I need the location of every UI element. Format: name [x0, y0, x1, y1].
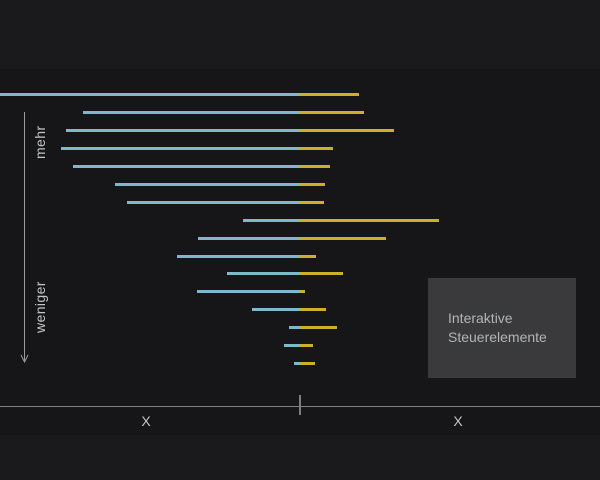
bar-left-segment — [177, 255, 300, 258]
interactive-controls-label-line2: Steuerelemente — [448, 329, 547, 345]
bar-left-segment — [227, 272, 300, 275]
bar-left-segment — [66, 129, 300, 132]
bar-right-segment — [300, 308, 326, 311]
bar-left-segment — [73, 165, 300, 168]
bar-left-segment — [197, 290, 300, 293]
bar-left-segment — [243, 219, 300, 222]
bar-row — [0, 111, 600, 114]
bar-row — [0, 308, 600, 311]
bar-left-segment — [61, 147, 300, 150]
bar-right-segment — [300, 93, 359, 96]
bar-row — [0, 93, 600, 96]
bar-right-segment — [300, 111, 364, 114]
bar-left-segment — [127, 201, 300, 204]
bar-left-segment — [83, 111, 300, 114]
x-axis-center-tick — [299, 395, 301, 415]
bar-right-segment — [300, 344, 313, 347]
bar-row — [0, 165, 600, 168]
bar-left-segment — [294, 362, 300, 365]
bar-right-segment — [300, 362, 315, 365]
y-axis-label-more: mehr — [32, 125, 48, 159]
bar-left-segment — [289, 326, 300, 329]
bar-row — [0, 255, 600, 258]
bar-left-segment — [252, 308, 300, 311]
bar-row — [0, 147, 600, 150]
bar-row — [0, 290, 600, 293]
bar-left-segment — [284, 344, 300, 347]
bar-right-segment — [300, 219, 439, 222]
bar-right-segment — [300, 165, 330, 168]
interactive-controls-label-line1: Interaktive — [448, 310, 513, 326]
bar-row — [0, 344, 600, 347]
bar-left-segment — [198, 237, 300, 240]
bar-row — [0, 272, 600, 275]
bar-left-segment — [0, 93, 300, 96]
bar-right-segment — [300, 272, 343, 275]
y-axis-label-less: weniger — [32, 281, 48, 333]
bar-row — [0, 129, 600, 132]
bar-row — [0, 219, 600, 222]
bar-left-segment — [115, 183, 300, 186]
interactive-controls-panel[interactable]: Interaktive Steuerelemente — [428, 278, 576, 378]
bar-row — [0, 201, 600, 204]
bar-right-segment — [300, 326, 337, 329]
bar-right-segment — [300, 255, 316, 258]
y-axis-arrow-icon — [20, 112, 29, 364]
bar-row — [0, 183, 600, 186]
bar-right-segment — [300, 147, 333, 150]
bar-right-segment — [300, 201, 324, 204]
x-tick-label-left: X — [141, 413, 151, 429]
bar-right-segment — [300, 290, 305, 293]
chart-stage — [0, 69, 600, 435]
bar-right-segment — [300, 237, 386, 240]
bar-right-segment — [300, 129, 394, 132]
bar-right-segment — [300, 183, 325, 186]
x-tick-label-right: X — [453, 413, 463, 429]
bar-row — [0, 237, 600, 240]
bar-row — [0, 326, 600, 329]
bar-row — [0, 362, 600, 365]
